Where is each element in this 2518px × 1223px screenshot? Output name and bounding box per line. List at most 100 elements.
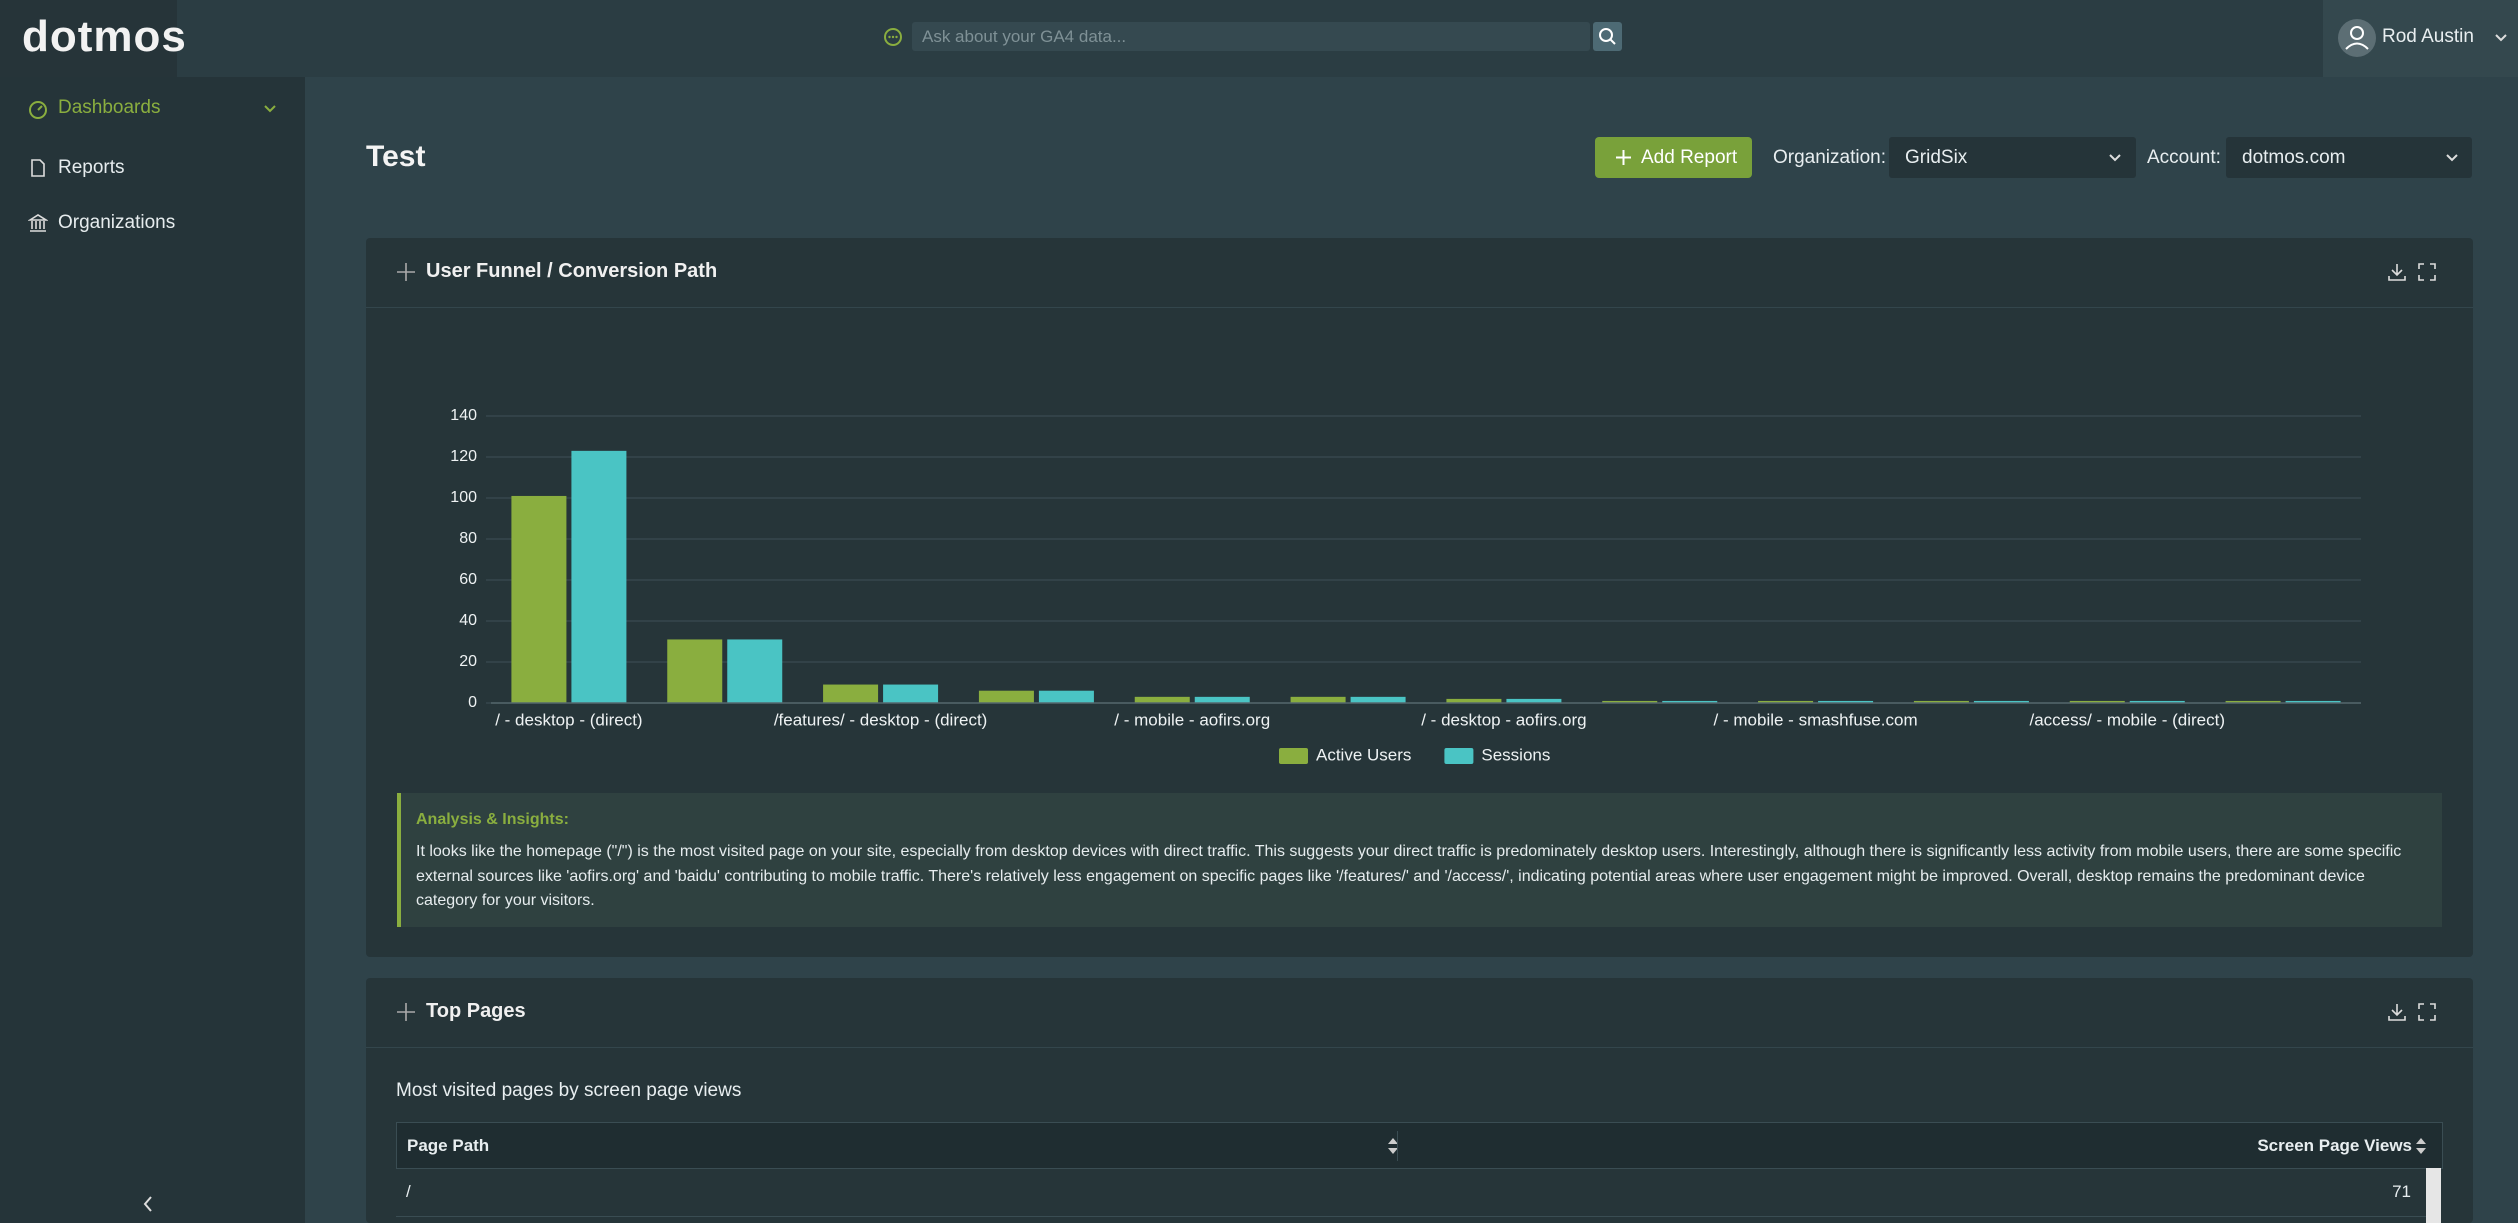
- legend-swatch: [1444, 748, 1474, 764]
- search-icon: [1599, 28, 1616, 45]
- y-tick-label: 40: [459, 612, 477, 629]
- bar: [2069, 700, 2125, 703]
- insights-text: It looks like the homepage ("/") is the …: [416, 843, 2402, 909]
- bar: [823, 684, 879, 703]
- fullscreen-button[interactable]: [2417, 1002, 2437, 1022]
- card-title: User Funnel / Conversion Path: [426, 260, 718, 282]
- chevron: [264, 105, 276, 113]
- logo-area: dotmos: [0, 0, 186, 77]
- bar: [1194, 696, 1250, 703]
- insights-heading: Analysis & Insights:: [416, 811, 569, 828]
- nav-item[interactable]: Organizations: [58, 212, 176, 233]
- legend-label: Active Users: [1316, 745, 1411, 764]
- bar: [1758, 700, 1814, 703]
- select-value: GridSix: [1905, 147, 1968, 168]
- bar: [1290, 696, 1346, 703]
- card-header: Top Pages: [366, 978, 2473, 1048]
- bar: [2285, 700, 2341, 703]
- reports-icon: [31, 159, 45, 177]
- bar: [1818, 700, 1874, 703]
- search-input[interactable]: Ask about your GA4 data...: [912, 22, 1590, 51]
- x-tick-label: / - desktop - aofirs.org: [1421, 710, 1586, 729]
- bar: [978, 690, 1034, 703]
- x-tick-label: /features/ - desktop - (direct): [774, 710, 988, 729]
- x-tick-label: / - mobile - smashfuse.com: [1714, 710, 1918, 729]
- logo[interactable]: dotmos: [22, 12, 187, 61]
- sort-icon[interactable]: [1387, 1136, 1399, 1156]
- search-placeholder: Ask about your GA4 data...: [922, 27, 1127, 46]
- download-button[interactable]: [2387, 262, 2407, 282]
- dashboard-icon: [29, 101, 47, 119]
- bar: [667, 639, 723, 703]
- table-card: Top Pages Most visited pages by screen p…: [366, 978, 2473, 1223]
- button-label: Add Report: [1641, 147, 1738, 168]
- column-header[interactable]: Page Path: [407, 1136, 490, 1155]
- x-tick-label: / - desktop - (direct): [495, 710, 642, 729]
- plus-icon: [1616, 150, 1631, 165]
- table-subtitle: Most visited pages by screen page views: [396, 1080, 742, 1101]
- bar: [883, 684, 939, 703]
- column-header[interactable]: Screen Page Views: [2257, 1136, 2412, 1155]
- legend-label: Sessions: [1481, 745, 1550, 764]
- bar: [571, 450, 627, 703]
- chevron: [2109, 154, 2121, 162]
- table-cell: /: [406, 1182, 411, 1201]
- collapse-button[interactable]: [140, 1194, 156, 1214]
- bar: [1506, 698, 1562, 703]
- y-tick-label: 100: [450, 489, 477, 506]
- account-select[interactable]: dotmos.com: [2226, 137, 2472, 178]
- user-menu[interactable]: [2323, 0, 2518, 77]
- bar: [2225, 700, 2281, 703]
- organization-select[interactable]: GridSix: [1889, 137, 2136, 178]
- select-value: dotmos.com: [2242, 147, 2346, 168]
- column-divider: [1397, 1131, 1398, 1161]
- y-tick-label: 60: [459, 571, 477, 588]
- scrollbar[interactable]: [2426, 1168, 2441, 1223]
- bar: [1662, 700, 1718, 703]
- bar: [1602, 700, 1658, 703]
- user-name: Rod Austin: [2382, 26, 2474, 47]
- y-tick-label: 140: [450, 407, 477, 424]
- organizations-icon: [28, 214, 48, 232]
- nav-item[interactable]: Reports: [58, 157, 125, 178]
- page-title: Test: [366, 140, 426, 173]
- y-tick-label: 20: [459, 653, 477, 670]
- y-tick-label: 0: [468, 694, 477, 711]
- sidebar: Dashboards Reports Organizations: [0, 77, 305, 1223]
- drag-handle[interactable]: [396, 262, 416, 282]
- table-row: / 71: [396, 1168, 2441, 1217]
- add-report-button[interactable]: Add Report: [1595, 137, 1752, 178]
- bar: [2129, 700, 2185, 703]
- search-button[interactable]: [1593, 22, 1622, 51]
- sort-icon[interactable]: [2415, 1136, 2427, 1156]
- x-tick-label: / - mobile - aofirs.org: [1114, 710, 1270, 729]
- drag-handle[interactable]: [396, 1002, 416, 1022]
- bar: [1973, 700, 2029, 703]
- y-tick-label: 120: [450, 448, 477, 465]
- table-header: Page Path Screen Page Views: [396, 1122, 2443, 1169]
- x-tick-label: /access/ - mobile - (direct): [2029, 710, 2225, 729]
- avatar: [2338, 19, 2376, 57]
- insights-box: Analysis & Insights: It looks like the h…: [397, 793, 2442, 927]
- table-cell: 71: [2392, 1182, 2411, 1201]
- account-label: Account:: [2147, 147, 2221, 168]
- bar: [1350, 696, 1406, 703]
- card-title: Top Pages: [426, 1000, 526, 1022]
- download-button[interactable]: [2387, 1002, 2407, 1022]
- y-tick-label: 80: [459, 530, 477, 547]
- chart-card: User Funnel / Conversion Path 0 20 40 60 80 1…: [366, 238, 2473, 957]
- bar: [727, 639, 783, 703]
- bar: [1038, 690, 1094, 703]
- nav-item[interactable]: Dashboards: [58, 97, 161, 118]
- bar: [1913, 700, 1969, 703]
- bar: [1134, 696, 1190, 703]
- bar: [1446, 698, 1502, 703]
- organization-label: Organization:: [1773, 147, 1887, 168]
- fullscreen-button[interactable]: [2417, 262, 2437, 282]
- chart: 0 20 40 60 80 100 120 140 / - desktop - (direct)…: [450, 407, 2361, 764]
- chevron: [2495, 34, 2507, 42]
- chat-icon: [884, 28, 902, 46]
- bar: [511, 495, 567, 703]
